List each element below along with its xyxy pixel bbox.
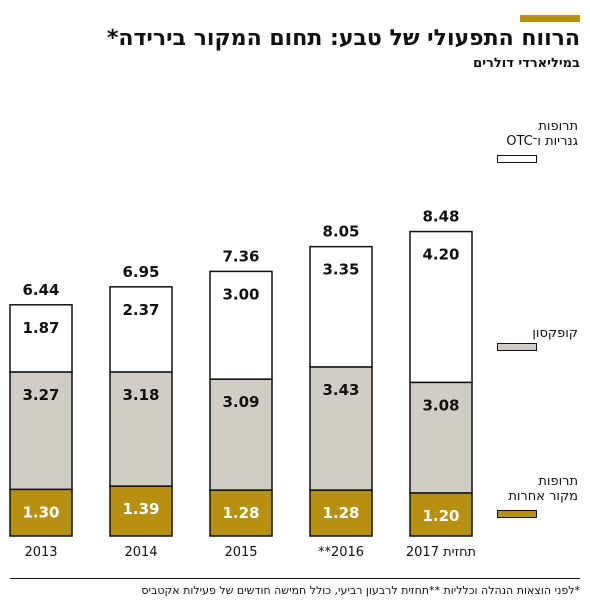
segment-generics-3 [309,245,373,368]
legend-other-line-1: תרופות [538,474,578,489]
chart-title: הרווח התפעולי של טבע: תחום המקור בירידה* [106,26,580,51]
x-tick-label: 2013 [24,545,57,560]
legend-swatch-other [497,510,537,518]
segment-other-3 [309,489,373,537]
value-label: 3.43 [322,381,359,399]
segment-copaxone-0 [9,371,73,491]
x-tick-label: 2015 [224,545,257,560]
footnote-divider [10,578,580,579]
total-label: 7.36 [222,247,259,265]
value-label: 3.18 [122,386,159,404]
legend-otc-line-2: גנריות ו־OTC [506,134,578,149]
value-label: 3.08 [422,396,459,414]
x-tick-label: תחזית 2017 [406,545,476,560]
value-label: 1.28 [222,504,259,522]
value-label: 3.35 [322,261,359,279]
x-tick-label: 2014 [124,545,157,560]
total-label: 8.05 [322,223,359,241]
segment-generics-1 [109,286,173,373]
segment-other-2 [209,489,273,537]
legend-other-line-2: מקור אחרות [508,489,578,504]
value-label: 3.00 [222,285,259,303]
legend-otc-line-1: תרופות [538,119,578,134]
legend-swatch-copaxone [497,343,537,351]
value-label: 1.87 [22,319,59,337]
value-label: 4.20 [422,246,459,264]
segment-generics-2 [209,270,273,380]
legend-other: תרופות מקור אחרות [508,474,578,504]
segment-copaxone-4 [409,381,473,494]
value-label: 1.28 [322,504,359,522]
chart-subtitle: במיליארדי דולרים [473,56,580,71]
value-label: 3.09 [222,393,259,411]
legend-copaxone: קופקסון [532,326,578,341]
segment-other-4 [409,492,473,537]
segment-copaxone-1 [109,371,173,487]
legend-otc: תרופות גנריות ו־OTC [506,119,578,149]
segment-generics-4 [409,230,473,384]
value-label: 3.27 [22,386,59,404]
footnote: *לפני הוצאות הנהלה וכלליות **תחזית לרבעו… [141,584,580,597]
legend-copaxone-line-1: קופקסון [532,326,578,341]
x-tick-label: 2016** [318,545,364,560]
accent-bar [520,15,580,22]
total-label: 6.95 [122,263,159,281]
total-label: 8.48 [422,208,459,226]
value-label: 2.37 [122,301,159,319]
segment-generics-0 [9,304,73,373]
segment-other-0 [9,488,73,537]
value-label: 1.39 [122,500,159,518]
value-label: 1.30 [22,503,59,521]
segment-copaxone-3 [309,366,373,491]
value-label: 1.20 [422,507,459,525]
legend-swatch-otc [497,155,537,163]
total-label: 6.44 [22,281,59,299]
